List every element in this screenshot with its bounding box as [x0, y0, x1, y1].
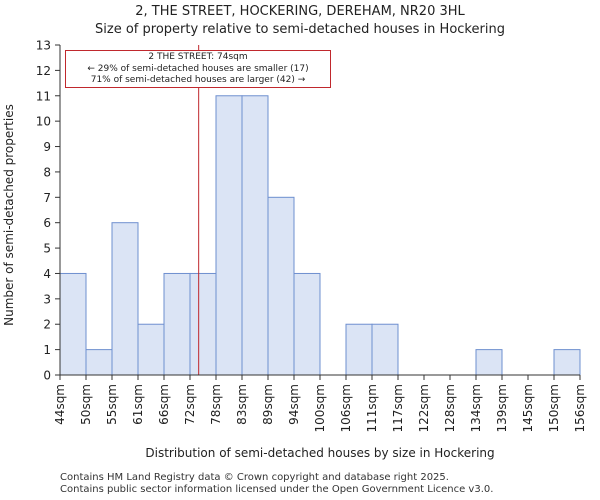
y-tick-label: 6 — [43, 216, 51, 230]
chart-subtitle: Size of property relative to semi-detach… — [95, 22, 505, 37]
histogram-bar — [267, 196, 295, 376]
histogram-bar — [241, 95, 269, 376]
x-tick-label: 72sqm — [183, 384, 197, 425]
x-tick-label: 44sqm — [53, 384, 67, 425]
x-tick-label: 50sqm — [79, 384, 93, 425]
x-tick-label: 122sqm — [417, 384, 431, 432]
x-tick-label: 111sqm — [365, 384, 379, 432]
histogram-bar — [293, 272, 321, 376]
annotation-line-2: ← 29% of semi-detached houses are smalle… — [87, 63, 309, 74]
x-tick-label: 83sqm — [235, 384, 249, 425]
y-axis-label: Number of semi-detached properties — [2, 104, 16, 326]
y-tick-label: 7 — [43, 191, 51, 205]
x-tick-label: 150sqm — [547, 384, 561, 432]
x-tick-label: 55sqm — [105, 384, 119, 425]
y-tick-label: 5 — [43, 242, 51, 256]
bars-group — [59, 95, 581, 376]
footer-copyright: Contains HM Land Registry data © Crown c… — [60, 472, 449, 483]
x-tick-label: 117sqm — [391, 384, 405, 432]
y-tick-label: 8 — [43, 165, 51, 179]
annotation-line-1: 2 THE STREET: 74sqm — [148, 52, 248, 62]
annotation-line-3: 71% of semi-detached houses are larger (… — [90, 75, 306, 85]
chart-title: 2, THE STREET, HOCKERING, DEREHAM, NR20 … — [135, 4, 465, 19]
y-tick-label: 3 — [43, 292, 51, 306]
x-tick-label: 66sqm — [157, 384, 171, 425]
histogram-bar — [345, 323, 373, 376]
footer-licence: Contains public sector information licen… — [60, 484, 494, 495]
histogram-bar — [163, 272, 191, 376]
x-tick-label: 61sqm — [131, 384, 145, 425]
y-tick-label: 0 — [43, 369, 51, 383]
x-tick-label: 78sqm — [209, 384, 223, 425]
y-tick-label: 13 — [36, 39, 51, 53]
histogram-bar — [59, 272, 87, 376]
y-tick-label: 11 — [36, 89, 51, 103]
y-tick-label: 2 — [43, 318, 51, 332]
histogram-bar — [189, 272, 217, 376]
x-axis-label: Distribution of semi-detached houses by … — [145, 446, 494, 460]
x-tick-label: 106sqm — [339, 384, 353, 432]
histogram-bar — [137, 323, 165, 376]
y-tick-label: 1 — [43, 343, 51, 357]
histogram-bar — [475, 349, 503, 376]
y-tick-label: 10 — [36, 115, 51, 129]
histogram-bar — [111, 222, 139, 376]
histogram-bar — [553, 349, 581, 376]
histogram-bar — [371, 323, 399, 376]
y-tick-label: 4 — [43, 267, 51, 281]
y-tick-label: 9 — [43, 140, 51, 154]
histogram-bar — [85, 349, 113, 376]
x-tick-label: 128sqm — [443, 384, 457, 432]
x-tick-label: 156sqm — [573, 384, 587, 432]
x-tick-label: 139sqm — [495, 384, 509, 432]
x-tick-label: 134sqm — [469, 384, 483, 432]
x-tick-label: 145sqm — [521, 384, 535, 432]
histogram-bar — [215, 95, 243, 376]
x-tick-label: 100sqm — [313, 384, 327, 432]
x-tick-label: 94sqm — [287, 384, 301, 425]
annotation-box: 2 THE STREET: 74sqm ← 29% of semi-detach… — [65, 50, 331, 88]
x-tick-label: 89sqm — [261, 384, 275, 425]
y-tick-label: 12 — [36, 64, 51, 78]
